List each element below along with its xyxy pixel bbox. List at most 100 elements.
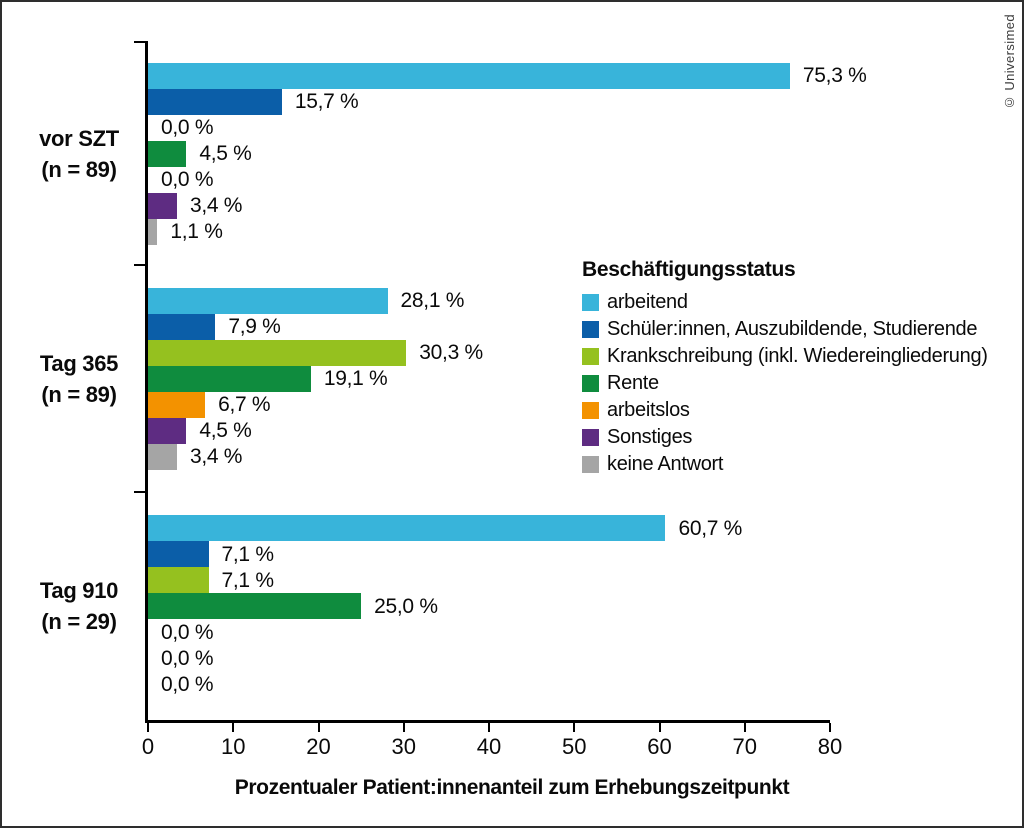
x-axis-tick (658, 723, 661, 732)
y-axis-group-tick (134, 491, 148, 493)
bar-value-label: 0,0 % (161, 116, 214, 139)
bar-value-label: 0,0 % (161, 620, 214, 644)
x-axis-tick (232, 723, 235, 732)
bar (148, 140, 187, 167)
bar (148, 192, 177, 219)
x-axis-tick-label: 10 (221, 734, 246, 759)
bar (148, 287, 388, 314)
x-axis-title: Prozentualer Patient:innenanteil zum Erh… (234, 776, 790, 799)
bar (148, 339, 407, 366)
legend-item: Schüler:innen, Auszubildende, Studierend… (582, 316, 1022, 343)
group-label: Tag 910 (n = 29) (22, 492, 136, 720)
legend-swatch (582, 375, 599, 392)
legend-item-label: arbeitend (607, 291, 688, 313)
bar-value-label: 1,1 % (170, 220, 223, 243)
x-axis-tick-label: 20 (306, 734, 331, 759)
bar-row: 60,7 % (148, 515, 830, 541)
bar-row: 6,7 % (148, 391, 830, 418)
bar-row: 28,1 % (148, 287, 830, 314)
bar-value-label: 3,4 % (189, 445, 243, 468)
bar (148, 88, 282, 115)
legend-item-label: arbeitslos (607, 399, 690, 421)
x-axis-tick (488, 723, 490, 732)
bar-row: 15,7 % (148, 88, 830, 115)
bar-value-label: 60,7 % (678, 516, 743, 540)
bar (148, 515, 666, 541)
x-axis-tick (147, 723, 149, 732)
bar (148, 541, 209, 567)
x-axis-tick-label: 80 (817, 734, 843, 759)
x-axis-tick-label: 50 (562, 734, 587, 759)
bar-value-label: 3,4 % (189, 194, 243, 217)
legend-item: keine Antwort (582, 451, 1022, 478)
legend-item-label: keine Antwort (607, 453, 724, 475)
bar-group: 60,7 % 7,1 % 7,1 % 25,0 % 0,0 % 0,0 % 0,0 % (148, 492, 830, 720)
x-axis-tick (317, 723, 320, 732)
legend-swatch (582, 402, 599, 419)
bar-value-label: 4,5 % (199, 419, 252, 442)
legend: Beschäftigungsstatus arbeitend Schüler:in… (582, 258, 1022, 478)
bar-row: 30,3 % (148, 339, 830, 366)
bar-row: 7,1 % (148, 541, 830, 567)
legend-item: Sonstiges (582, 424, 1022, 451)
plot-area: 75,3 % 15,7 % 0,0 % 4,5 % 0,0 % 3,4 % 1,1 % 28,… (134, 41, 867, 758)
bar (148, 443, 177, 470)
bar-value-label: 15,7 % (294, 90, 359, 113)
bar-group: 75,3 % 15,7 % 0,0 % 4,5 % 0,0 % 3,4 % 1,1 % (148, 42, 867, 265)
legend-title: Beschäftigungsstatus (582, 258, 796, 281)
group-label-n: (n = 89) (41, 156, 117, 182)
y-axis-group-tick (134, 264, 148, 266)
group-label: vor SZT (n = 89) (22, 42, 136, 265)
bar-row: 1,1 % (148, 218, 830, 245)
bar-value-label: 25,0 % (374, 594, 438, 618)
bar (148, 567, 209, 593)
y-axis-group-tick (134, 41, 148, 43)
bar-value-label: 75,3 % (802, 64, 867, 87)
legend-item: Krankschreibung (inkl. Wiedereingliederu… (582, 343, 1022, 370)
legend-swatch (582, 321, 599, 338)
legend-item-label: Krankschreibung (inkl. Wiedereingliederu… (607, 345, 988, 367)
group-label: Tag 365 (n = 89) (22, 265, 136, 492)
bar-row: 3,4 % (148, 443, 830, 470)
bar (148, 593, 362, 619)
x-axis-tick-label: 70 (732, 734, 757, 759)
x-axis-tick-label: 60 (647, 734, 672, 759)
x-axis-tick-label: 0 (141, 734, 155, 759)
bar-row: 0,0 % (148, 619, 830, 645)
bar-row: 0,0 % (148, 167, 830, 193)
bar-group: 28,1 % 7,9 % 30,3 % 19,1 % 6,7 % 4,5 % 3,4 % (148, 265, 830, 492)
bar-row: 7,9 % (148, 313, 830, 340)
x-axis-tick (829, 723, 831, 732)
bar-row: 25,0 % (148, 593, 830, 619)
x-axis-tick-label: 40 (476, 734, 502, 759)
bar (148, 391, 206, 418)
bar-value-label: 30,3 % (419, 341, 483, 364)
group-label-n: (n = 29) (41, 609, 117, 634)
bar-row: 7,1 % (148, 567, 830, 593)
x-axis-tick (402, 723, 405, 732)
legend-item-label: Rente (607, 372, 659, 394)
bar-value-label: 19,1 % (323, 367, 388, 390)
bar-value-label: 28,1 % (400, 289, 465, 312)
group-label-name: Tag 365 (39, 350, 119, 376)
legend-item-label: Schüler:innen, Auszubildende, Studierend… (607, 318, 978, 340)
bar-row: 4,5 % (148, 140, 830, 167)
bar-row: 0,0 % (148, 671, 830, 697)
bar-row: 0,0 % (148, 645, 830, 671)
group-label-name: vor SZT (39, 125, 119, 151)
legend-item: arbeitend (582, 289, 1022, 316)
legend-swatch (582, 294, 599, 311)
x-axis-tick-label: 30 (391, 734, 416, 759)
x-axis-tick (743, 723, 746, 732)
bar-value-label: 4,5 % (199, 142, 252, 165)
bar (148, 365, 311, 392)
group-label-n: (n = 89) (41, 381, 117, 407)
legend-item: Rente (582, 370, 1022, 397)
bar-value-label: 7,1 % (221, 542, 275, 566)
bar (148, 417, 187, 444)
copyright-text: © Universimed (1002, 14, 1017, 111)
legend-swatch (582, 348, 599, 365)
legend-item-label: Sonstiges (607, 426, 693, 448)
bar (148, 218, 158, 245)
legend-items: arbeitend Schüler:innen, Auszubildende, S… (582, 289, 1022, 478)
